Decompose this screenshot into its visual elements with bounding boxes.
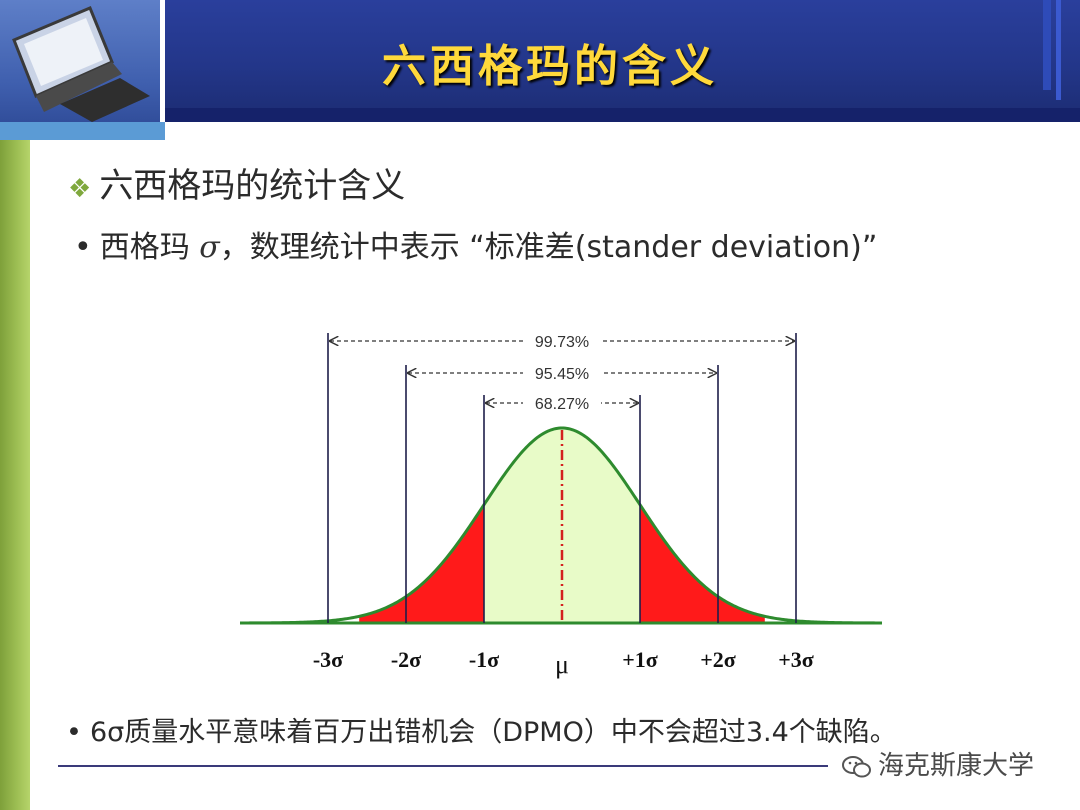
definition-text-start: 西格玛 <box>99 230 190 265</box>
range-percent-label: 99.73% <box>535 334 589 351</box>
section-heading-text: 六西格玛的统计含义 <box>99 166 406 206</box>
header-accent-bar-2 <box>1056 0 1061 100</box>
slide-header: 六西格玛的含义 <box>0 0 1080 140</box>
axis-tick-label: +1σ <box>622 647 658 672</box>
axis-tick-label: -1σ <box>469 647 499 672</box>
header-accent-bar <box>1043 0 1051 90</box>
wechat-icon <box>842 755 871 777</box>
axis-tick-label: μ <box>555 650 569 679</box>
axis-tick-label: -3σ <box>313 647 343 672</box>
range-label-bg <box>523 362 601 382</box>
header-underline <box>165 108 1080 122</box>
range-label-bg <box>523 392 601 412</box>
watermark: 海克斯康大学 <box>842 745 1034 782</box>
page-title: 六西格玛的含义 <box>382 41 718 92</box>
computer-logo-icon <box>0 0 160 140</box>
header-band <box>165 0 1080 122</box>
header-left-strip <box>0 122 165 140</box>
dpmo-note: • 6σ质量水平意味着百万出错机会（DPMO）中不会超过3.4个缺陷。 <box>66 710 897 749</box>
definition-text-end: ，数理统计中表示 “标准差(stander deviation)” <box>219 230 878 265</box>
axis-tick-label: -2σ <box>391 647 421 672</box>
right-tail-fill <box>640 504 765 623</box>
dpmo-note-text: 6σ质量水平意味着百万出错机会（DPMO）中不会超过3.4个缺陷。 <box>89 717 897 748</box>
axis-tick-label: +2σ <box>700 647 736 672</box>
range-percent-label: 95.45% <box>535 366 589 383</box>
bullet-dot-icon: • <box>74 230 92 265</box>
range-label-bg <box>523 330 601 350</box>
bullet-dot-icon: • <box>66 717 82 748</box>
definition-bullet: • 西格玛 σ，数理统计中表示 “标准差(stander deviation)” <box>74 222 877 266</box>
watermark-text: 海克斯康大学 <box>878 751 1035 781</box>
range-percent-label: 68.27% <box>535 396 589 413</box>
sigma-symbol: σ <box>199 230 220 265</box>
left-tail-fill <box>359 504 484 623</box>
section-heading: ❖ 六西格玛的统计含义 <box>68 158 405 207</box>
normal-distribution-diagram: 99.73% 95.45% 68.27% -3σ -2σ -1σ μ +1σ +2σ +3σ <box>240 330 882 679</box>
footer-divider <box>58 765 828 767</box>
axis-tick-label: +3σ <box>778 647 814 672</box>
bell-curve <box>242 426 882 625</box>
diamond-bullet-icon: ❖ <box>68 174 92 204</box>
left-decor-stripe <box>0 140 30 810</box>
